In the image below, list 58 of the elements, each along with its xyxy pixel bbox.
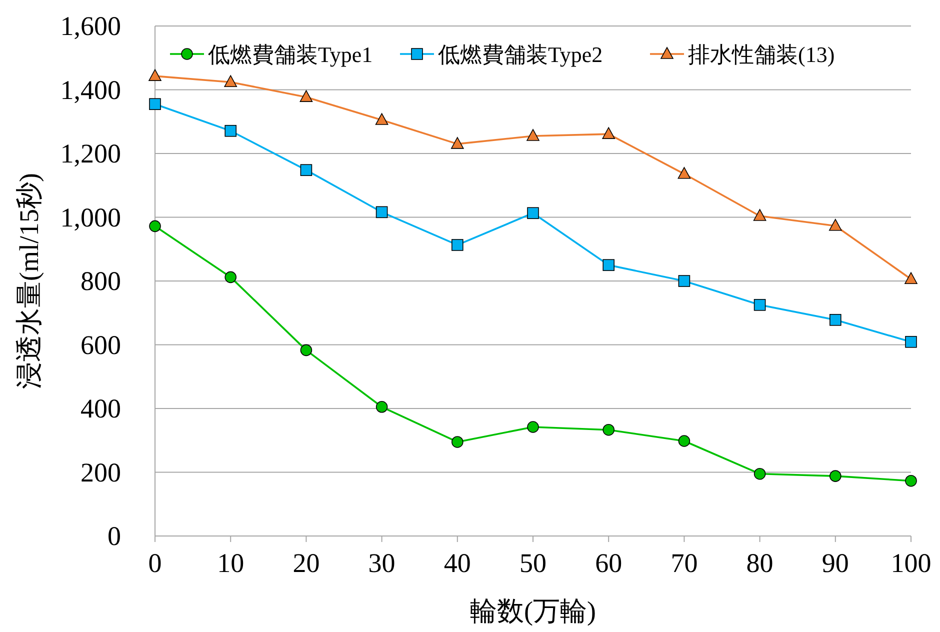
y-tick-label: 1,000 bbox=[60, 202, 121, 232]
x-tick-label: 90 bbox=[822, 548, 849, 578]
y-tick-label: 200 bbox=[80, 457, 121, 488]
y-tick-label: 400 bbox=[80, 394, 121, 424]
x-axis-title: 輪数(万輪) bbox=[470, 596, 596, 626]
point bbox=[149, 98, 161, 110]
point bbox=[224, 124, 236, 137]
point bbox=[602, 127, 615, 139]
point bbox=[602, 424, 614, 436]
point bbox=[376, 206, 388, 218]
y-tick-label: 600 bbox=[80, 330, 121, 360]
y-tick-label: 1,600 bbox=[60, 11, 121, 41]
point bbox=[452, 239, 464, 251]
point bbox=[830, 314, 842, 326]
x-tick-label: 50 bbox=[520, 548, 546, 578]
point bbox=[753, 209, 766, 221]
y-tick-label: 0 bbox=[108, 521, 121, 551]
point bbox=[829, 218, 842, 231]
y-tick-label: 1,200 bbox=[60, 138, 121, 168]
x-tick-label: 30 bbox=[368, 548, 396, 578]
point bbox=[300, 90, 313, 102]
legend-label: 低燃費舗装Type1 bbox=[208, 42, 373, 67]
y-axis-title: 浸透水量(ml/15秒) bbox=[14, 173, 44, 389]
point bbox=[224, 75, 237, 87]
legend-label: 低燃費舗装Type2 bbox=[438, 42, 603, 67]
point bbox=[904, 272, 918, 284]
x-tick-label: 40 bbox=[444, 548, 471, 578]
point bbox=[375, 113, 388, 125]
point bbox=[526, 129, 540, 141]
point bbox=[300, 164, 312, 176]
point bbox=[678, 167, 691, 179]
y-tick-label: 1,400 bbox=[60, 74, 121, 105]
point bbox=[452, 436, 464, 448]
point bbox=[148, 69, 162, 81]
point bbox=[602, 259, 614, 271]
point bbox=[830, 470, 842, 482]
point bbox=[300, 344, 312, 356]
x-tick-label: 10 bbox=[217, 548, 244, 578]
x-tick-label: 20 bbox=[292, 548, 320, 578]
x-tick-label: 100 bbox=[890, 548, 932, 578]
point bbox=[527, 421, 539, 433]
legend-label: 排水性舗装(13) bbox=[688, 42, 835, 67]
point bbox=[905, 474, 917, 487]
x-tick-label: 60 bbox=[595, 548, 622, 578]
y-tick-label: 800 bbox=[80, 266, 121, 296]
point bbox=[905, 336, 917, 348]
x-tick-label: 0 bbox=[148, 548, 162, 578]
x-tick-label: 80 bbox=[746, 548, 774, 578]
point bbox=[149, 220, 161, 232]
point bbox=[527, 207, 539, 220]
x-tick-label: 70 bbox=[670, 548, 698, 578]
point bbox=[224, 271, 236, 284]
point bbox=[376, 401, 388, 413]
point bbox=[754, 299, 766, 311]
point bbox=[678, 275, 690, 287]
point bbox=[451, 137, 464, 149]
point bbox=[754, 468, 766, 480]
point bbox=[678, 435, 690, 447]
